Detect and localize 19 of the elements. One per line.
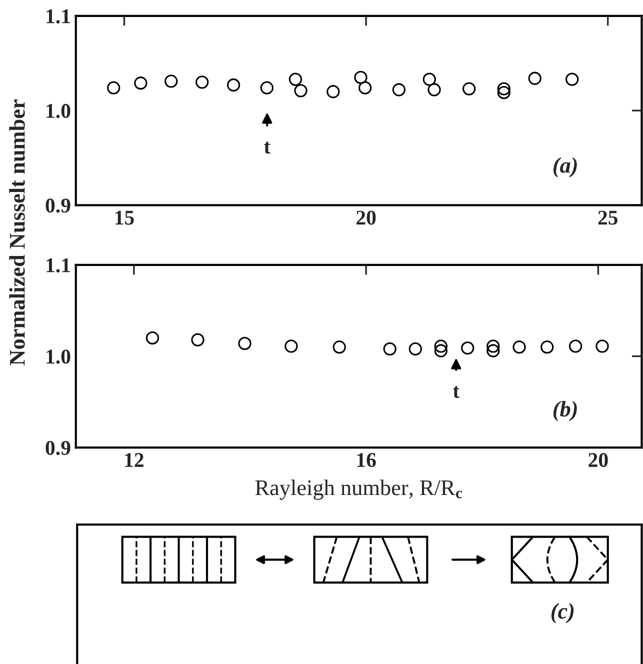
text: (c) <box>551 603 574 624</box>
x-tick-label: 20 <box>588 453 608 468</box>
y-tick-label: 1.0 <box>46 350 70 364</box>
y-tick-label: 1.1 <box>46 9 70 24</box>
y-axis-title: Normalized Nusselt number <box>9 100 25 366</box>
annotation: t <box>452 386 460 398</box>
annotation: t <box>264 142 271 154</box>
x-tick-label: 12 <box>125 453 144 467</box>
x-axis-title: Rayleigh number, R/R$_{c}$ <box>255 480 462 500</box>
y-tick-label: 1.0 <box>46 104 70 118</box>
annotation: (a) <box>553 157 577 178</box>
y-tick-label: 1.1 <box>46 258 70 272</box>
x-tick-label: 25 <box>598 210 618 225</box>
x-tick-label: 16 <box>357 453 376 468</box>
x-tick-label: 15 <box>115 210 134 225</box>
y-tick-label: 0.9 <box>46 198 70 213</box>
annotation: (b) <box>553 400 577 422</box>
x-tick-label: 20 <box>356 210 376 225</box>
y-tick-label: 0.9 <box>46 440 70 456</box>
